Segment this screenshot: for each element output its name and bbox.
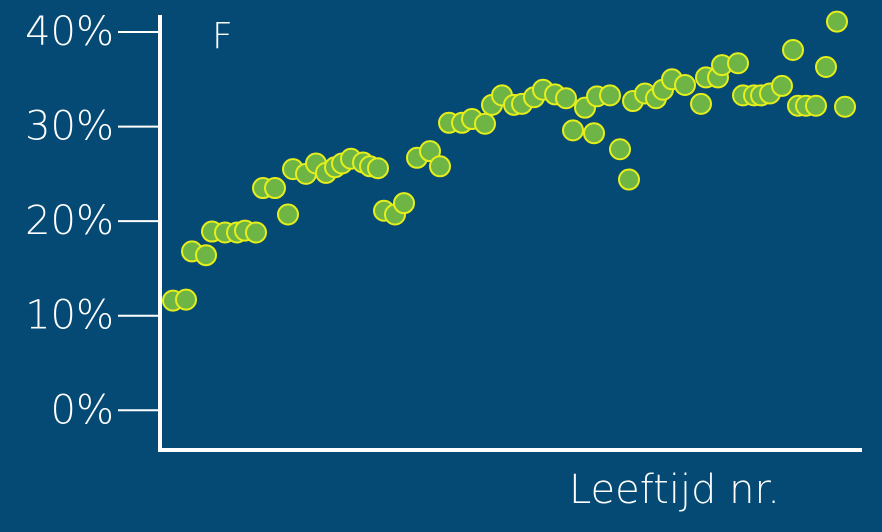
point bbox=[429, 155, 451, 178]
point bbox=[583, 122, 605, 145]
point bbox=[264, 177, 286, 200]
point bbox=[618, 168, 640, 191]
point bbox=[815, 56, 837, 79]
point bbox=[805, 94, 827, 117]
point bbox=[555, 87, 577, 110]
point bbox=[277, 203, 299, 226]
point bbox=[367, 157, 389, 180]
point bbox=[195, 244, 217, 267]
x-axis-label: Leeftijd nr. bbox=[569, 467, 780, 513]
chart-title: F bbox=[212, 16, 233, 57]
point bbox=[474, 112, 496, 135]
point bbox=[834, 95, 856, 118]
point bbox=[609, 138, 631, 161]
y-tick-label: 10% bbox=[25, 293, 114, 339]
point bbox=[674, 73, 696, 96]
point bbox=[419, 140, 441, 163]
point bbox=[393, 192, 415, 215]
y-tick-label: 0% bbox=[51, 387, 114, 433]
point bbox=[562, 119, 584, 142]
point bbox=[175, 288, 197, 311]
point bbox=[599, 84, 621, 107]
point bbox=[826, 10, 848, 33]
point bbox=[727, 52, 749, 75]
point bbox=[690, 92, 712, 115]
y-tick-label: 40% bbox=[25, 9, 114, 55]
point bbox=[245, 221, 267, 244]
y-tick-label: 30% bbox=[25, 104, 114, 150]
y-tick-label: 20% bbox=[25, 198, 114, 244]
point bbox=[771, 74, 793, 97]
point bbox=[782, 38, 804, 61]
